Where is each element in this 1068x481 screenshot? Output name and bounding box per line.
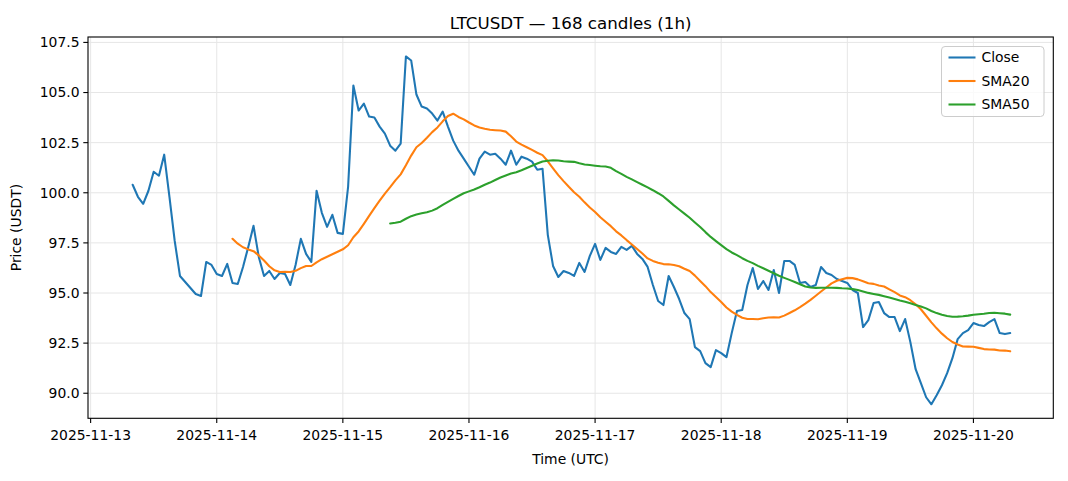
x-tick-label: 2025-11-20	[933, 427, 1014, 443]
series-line-close	[133, 56, 1011, 404]
series-lines	[133, 56, 1011, 404]
plot-border	[88, 37, 1053, 418]
y-tick-label: 102.5	[40, 135, 80, 151]
x-tick-label: 2025-11-16	[429, 427, 510, 443]
y-tick-label: 107.5	[40, 34, 80, 50]
y-tick-label: 92.5	[49, 335, 80, 351]
price-chart: 90.0 92.5 95.0 97.5 100.0 102.5 105.0 107.5 2025…	[0, 0, 1068, 481]
tick-labels: 90.0 92.5 95.0 97.5 100.0 102.5 105.0 107.5 2025…	[40, 34, 1014, 442]
chart-title: LTCUSDT — 168 candles (1h)	[450, 13, 692, 33]
y-tick-label: 100.0	[40, 185, 80, 201]
legend: Close SMA20 SMA50	[942, 47, 1045, 117]
x-tick-label: 2025-11-13	[50, 427, 131, 443]
x-tick-label: 2025-11-15	[302, 427, 383, 443]
grid-lines	[88, 37, 1053, 418]
chart-figure: 90.0 92.5 95.0 97.5 100.0 102.5 105.0 107.5 2025…	[0, 0, 1068, 481]
legend-label-sma20: SMA20	[982, 73, 1030, 89]
y-tick-label: 90.0	[49, 385, 80, 401]
x-tick-label: 2025-11-19	[807, 427, 888, 443]
x-tick-label: 2025-11-17	[555, 427, 636, 443]
y-axis-label: Price (USDT)	[8, 184, 24, 271]
x-axis-label: Time (UTC)	[531, 451, 609, 467]
x-tick-label: 2025-11-18	[681, 427, 762, 443]
legend-label-close: Close	[982, 49, 1020, 65]
y-tick-label: 97.5	[49, 235, 80, 251]
axes	[83, 37, 1053, 423]
y-tick-label: 95.0	[49, 285, 80, 301]
x-tick-label: 2025-11-14	[176, 427, 257, 443]
y-tick-label: 105.0	[40, 84, 80, 100]
legend-label-sma50: SMA50	[982, 96, 1030, 112]
